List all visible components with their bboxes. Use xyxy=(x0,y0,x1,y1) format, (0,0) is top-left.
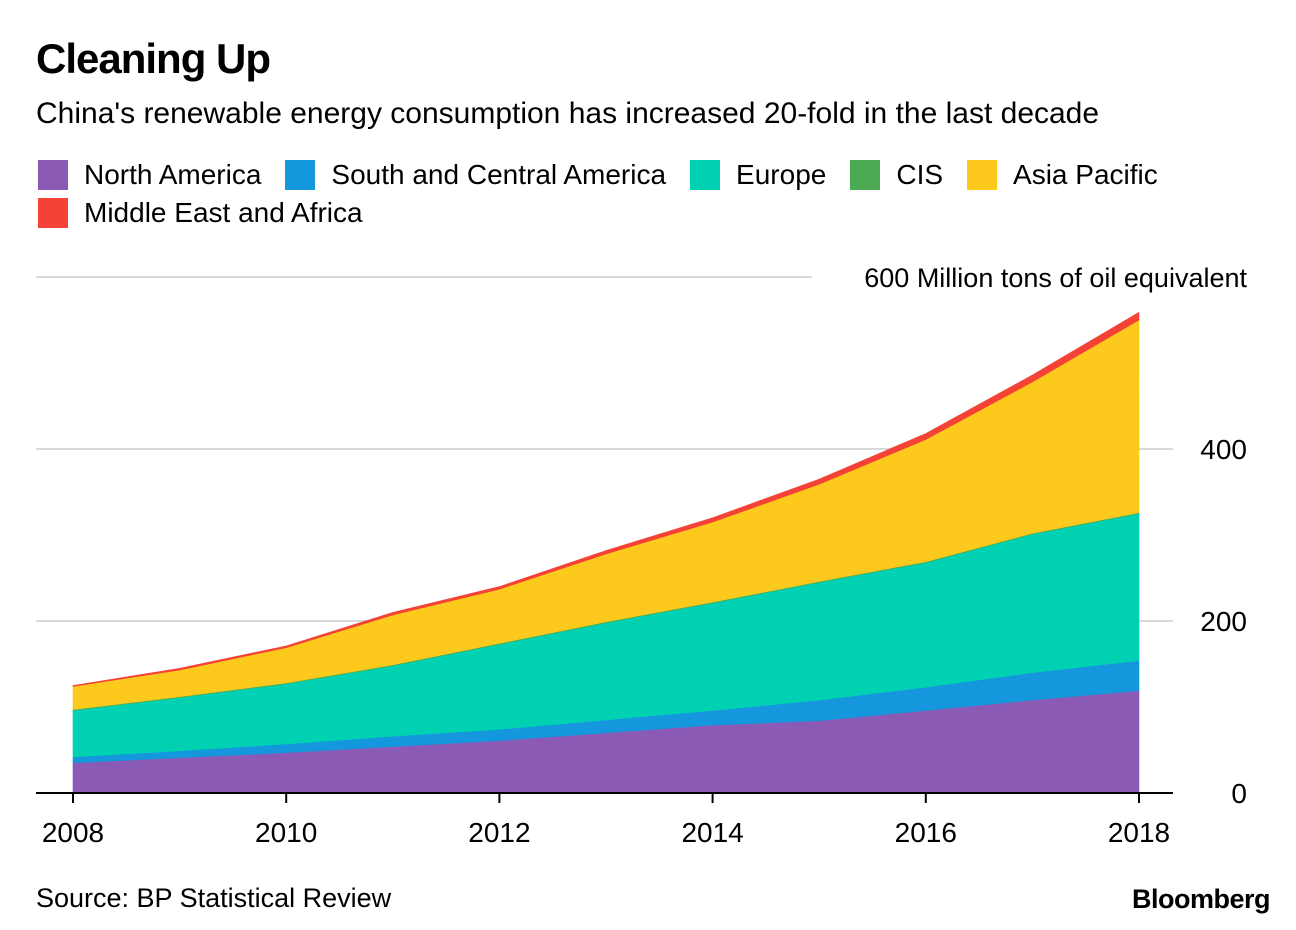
x-tick-label-2008: 2008 xyxy=(42,817,104,848)
chart-title: Cleaning Up xyxy=(36,35,271,82)
legend-item-asia-pacific: Asia Pacific xyxy=(967,156,1158,194)
legend-swatch xyxy=(38,160,68,190)
legend-swatch xyxy=(38,198,68,228)
y-tick-label-200: 200 xyxy=(1200,606,1247,637)
legend-label: Asia Pacific xyxy=(1013,159,1158,190)
x-tick-label-2018: 2018 xyxy=(1108,817,1170,848)
legend-item-north-america: North America xyxy=(38,156,261,194)
y-tick-label-400: 400 xyxy=(1200,434,1247,465)
legend: North America South and Central America Eu… xyxy=(38,156,1278,232)
legend-item-cis: CIS xyxy=(850,156,943,194)
unit-label: 600 Million tons of oil equivalent xyxy=(864,263,1247,293)
y-tick-label-0: 0 xyxy=(1231,778,1247,809)
area-chart: 600 Million tons of oil equivalent 0 200 40… xyxy=(36,263,1247,848)
x-tick-label-2016: 2016 xyxy=(895,817,957,848)
legend-swatch xyxy=(285,160,316,190)
legend-item-middle-east-and-africa: Middle East and Africa xyxy=(38,194,363,232)
brand-logo: Bloomberg xyxy=(1131,884,1271,914)
legend-label: Europe xyxy=(736,159,827,190)
x-tick-label-2010: 2010 xyxy=(255,817,317,848)
legend-label: Middle East and Africa xyxy=(84,197,363,228)
chart-subtitle: China's renewable energy consumption has… xyxy=(36,97,1100,130)
legend-item-europe: Europe xyxy=(690,156,826,194)
legend-label: CIS xyxy=(896,159,944,190)
source-note: Source: BP Statistical Review xyxy=(36,883,392,913)
area-series-middle-east-and-africa xyxy=(72,311,1140,687)
legend-item-south-and-central-america: South and Central America xyxy=(285,156,666,194)
x-tick-label-2012: 2012 xyxy=(468,817,530,848)
legend-swatch xyxy=(850,160,881,190)
legend-label: South and Central America xyxy=(331,159,667,190)
x-tick-label-2014: 2014 xyxy=(681,817,743,848)
legend-swatch xyxy=(967,160,998,190)
legend-label: North America xyxy=(84,159,262,190)
legend-swatch xyxy=(690,160,721,190)
